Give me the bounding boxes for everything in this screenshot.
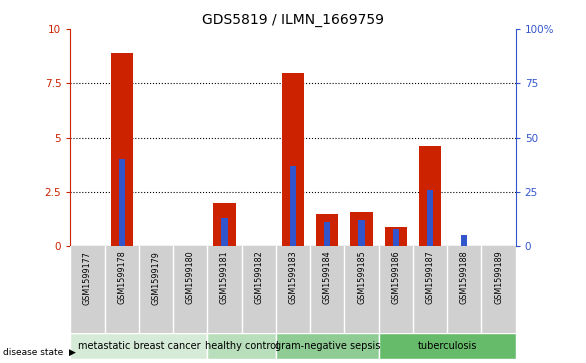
Bar — [222, 218, 227, 246]
Bar — [290, 166, 296, 246]
Bar — [350, 212, 373, 246]
Text: metastatic breast cancer: metastatic breast cancer — [77, 341, 200, 351]
Text: GSM1599181: GSM1599181 — [220, 251, 229, 304]
Bar — [393, 229, 399, 246]
Text: GSM1599186: GSM1599186 — [391, 251, 400, 304]
Text: GSM1599184: GSM1599184 — [323, 251, 332, 304]
Text: GSM1599178: GSM1599178 — [117, 251, 126, 305]
Bar — [70, 333, 207, 359]
Text: GSM1599182: GSM1599182 — [254, 251, 263, 305]
Text: GSM1599180: GSM1599180 — [186, 251, 195, 304]
Bar — [324, 223, 331, 246]
Bar — [207, 333, 276, 359]
Text: gram-negative sepsis: gram-negative sepsis — [275, 341, 380, 351]
Bar — [384, 227, 407, 246]
Text: GSM1599177: GSM1599177 — [83, 251, 92, 305]
Bar — [316, 214, 338, 246]
Text: GSM1599188: GSM1599188 — [460, 251, 469, 304]
Text: GSM1599185: GSM1599185 — [357, 251, 366, 305]
Text: healthy control: healthy control — [205, 341, 278, 351]
Bar — [379, 333, 516, 359]
Bar — [276, 333, 379, 359]
Bar — [118, 159, 125, 246]
Text: GSM1599189: GSM1599189 — [494, 251, 503, 305]
Text: GSM1599187: GSM1599187 — [425, 251, 435, 305]
Bar — [427, 190, 433, 246]
Bar — [111, 53, 133, 246]
Text: GSM1599183: GSM1599183 — [288, 251, 298, 304]
Bar — [359, 220, 364, 246]
Text: tuberculosis: tuberculosis — [417, 341, 477, 351]
Bar — [461, 236, 468, 246]
Title: GDS5819 / ILMN_1669759: GDS5819 / ILMN_1669759 — [202, 13, 384, 26]
Bar — [282, 73, 304, 246]
Bar — [419, 146, 441, 246]
Bar — [213, 203, 236, 246]
Text: GSM1599179: GSM1599179 — [151, 251, 161, 305]
Text: disease state  ▶: disease state ▶ — [3, 348, 76, 356]
